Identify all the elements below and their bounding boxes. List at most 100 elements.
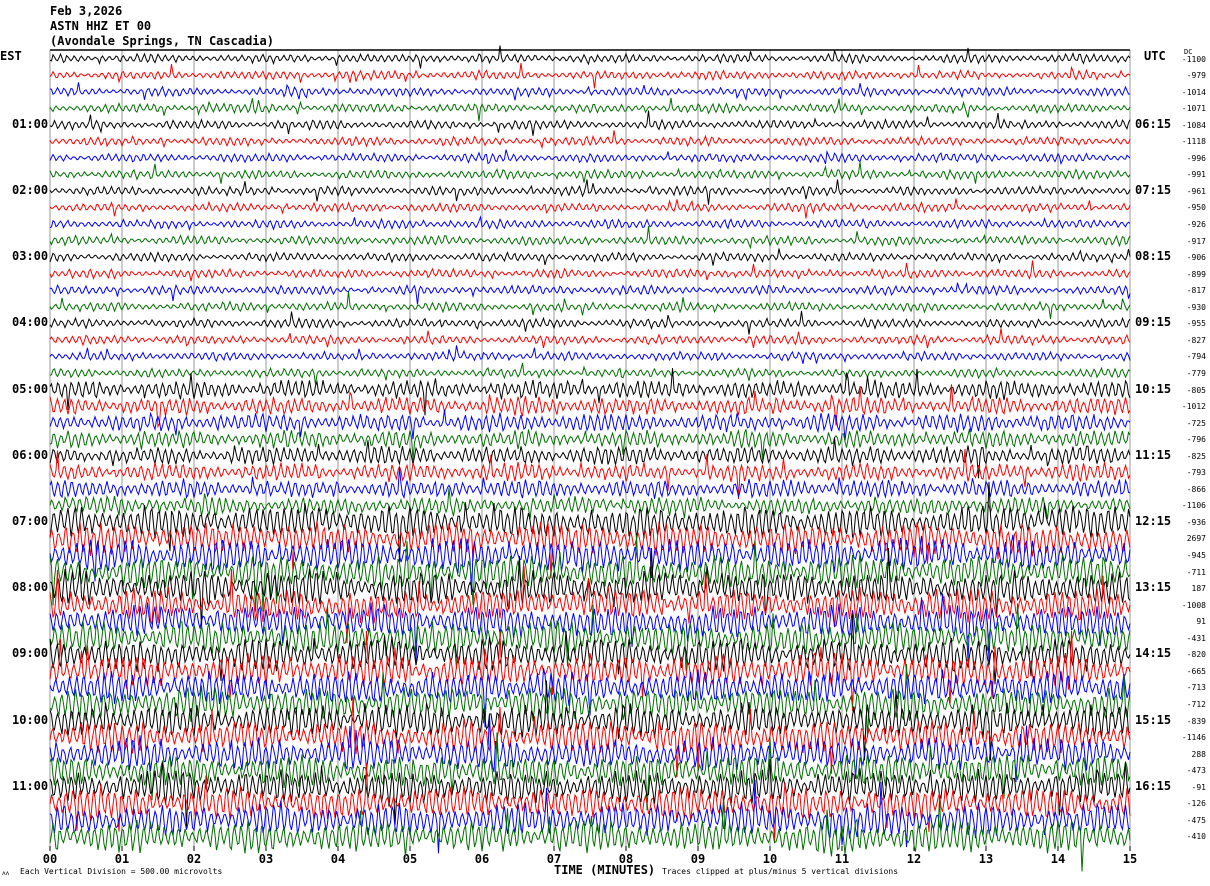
utc-hour-label: 07:15 [1135,182,1172,197]
trace-row [49,149,1131,166]
dc-offset-label: -794 [1186,352,1206,362]
clip-note: Traces clipped at plus/minus 5 vertical … [662,867,899,876]
dc-offset-label: 91 [1196,617,1206,627]
trace-row [49,82,1131,102]
x-tick-label: 15 [1123,852,1137,866]
est-hour-label: 07:00 [12,513,49,528]
x-tick-label: 03 [259,852,273,866]
trace-row [49,520,1131,579]
x-tick-label: 00 [43,852,57,866]
trace-row [49,161,1131,184]
trace-row [49,345,1131,364]
dc-offset-label: -126 [1186,799,1206,809]
trace-row [49,281,1131,305]
utc-hour-label: 15:15 [1135,712,1172,727]
dc-offset-label: -431 [1186,633,1206,643]
utc-hour-label: 11:15 [1135,447,1172,462]
trace-row [49,663,1131,738]
dc-offset-label: -1106 [1181,501,1206,511]
dc-offset-label: -817 [1186,286,1206,296]
dc-offset-label: 187 [1191,584,1206,594]
utc-hour-label: 13:15 [1135,580,1172,595]
utc-axis-title: UTC [1144,49,1166,63]
dc-offset-label: -665 [1186,666,1206,676]
est-hour-label: 03:00 [12,249,49,264]
x-tick-label: 13 [979,852,993,866]
dc-offset-label: -779 [1186,368,1206,378]
dc-offset-label: -950 [1186,203,1206,213]
trace-row [49,368,1131,416]
est-hour-label: 11:00 [12,778,49,793]
dc-offset-label: -825 [1186,451,1206,461]
dc-offset-label: -1071 [1181,104,1206,114]
est-hour-label: 10:00 [12,712,49,727]
x-tick-label: 14 [1051,852,1065,866]
dc-offset-label: -906 [1186,253,1206,263]
trace-row [49,481,1131,562]
dc-offset-label: -899 [1186,269,1206,279]
trace-row [49,362,1131,385]
dc-offset-label: -473 [1186,766,1206,776]
dc-offset-label: -1100 [1181,54,1206,64]
utc-hour-label: 06:15 [1135,116,1172,131]
dc-offset-label: -866 [1186,484,1206,494]
dc-offset-label: -917 [1186,236,1206,246]
trace-row [49,62,1131,89]
trace-row [49,548,1131,629]
trace-row [49,796,1131,872]
trace-row [49,487,1131,520]
dc-offset-label: -91 [1191,782,1206,792]
utc-hour-label: 08:15 [1135,249,1172,264]
est-hour-label: 09:00 [12,646,49,661]
x-tick-label: 02 [187,852,201,866]
trace-row [49,45,1131,69]
trace-row [49,467,1131,500]
est-hour-label: 02:00 [12,182,49,197]
dc-offset-label: 2697 [1186,534,1206,544]
corner-mark: ʌʌ [2,870,10,877]
trace-row [49,328,1131,349]
est-hour-label: 08:00 [12,580,49,595]
trace-row [49,310,1131,335]
x-axis-label: TIME (MINUTES) [554,863,656,877]
scale-note: Each Vertical Division = 500.00 microvol… [20,867,223,876]
dc-offset-label: -930 [1186,302,1206,312]
dc-offset-label: -820 [1186,650,1206,660]
utc-hour-label: 12:15 [1135,513,1172,528]
utc-hour-label: 09:15 [1135,315,1172,330]
trace-row [49,713,1131,783]
location-title: (Avondale Springs, TN Cascadia) [50,34,274,48]
trace-row [49,565,1131,644]
utc-hour-label: 10:15 [1135,381,1172,396]
x-tick-label: 11 [835,852,849,866]
est-axis-title: EST [0,49,22,63]
trace-row [49,732,1131,811]
trace-row [49,779,1131,854]
dc-offset-label: -711 [1186,567,1206,577]
dc-offset-label: 288 [1191,749,1206,759]
dc-offset-label: -996 [1186,153,1206,163]
trace-row [49,130,1131,150]
dc-offset-label: -1014 [1181,87,1206,97]
dc-offset-label: -955 [1186,319,1206,329]
x-tick-label: 08 [619,852,633,866]
trace-row [49,179,1131,205]
dc-offset-label: -1084 [1181,120,1206,130]
x-tick-label: 04 [331,852,345,866]
trace-row [49,226,1131,250]
utc-hour-label: 16:15 [1135,778,1172,793]
dc-offset-label: -712 [1186,699,1206,709]
trace-row [49,680,1131,761]
trace-row [49,448,1131,499]
x-tick-label: 07 [547,852,561,866]
utc-hour-label: 14:15 [1135,646,1172,661]
dc-title: DC [1184,48,1193,56]
trace-row [49,534,1131,612]
dc-offset-label: -839 [1186,716,1206,726]
dc-offset-label: -1146 [1181,733,1206,743]
trace-row [49,291,1131,320]
trace-row [49,409,1131,441]
trace-row [49,668,1131,728]
dc-offset-label: -979 [1186,71,1206,81]
channel-title: ASTN HHZ ET 00 [50,19,152,33]
